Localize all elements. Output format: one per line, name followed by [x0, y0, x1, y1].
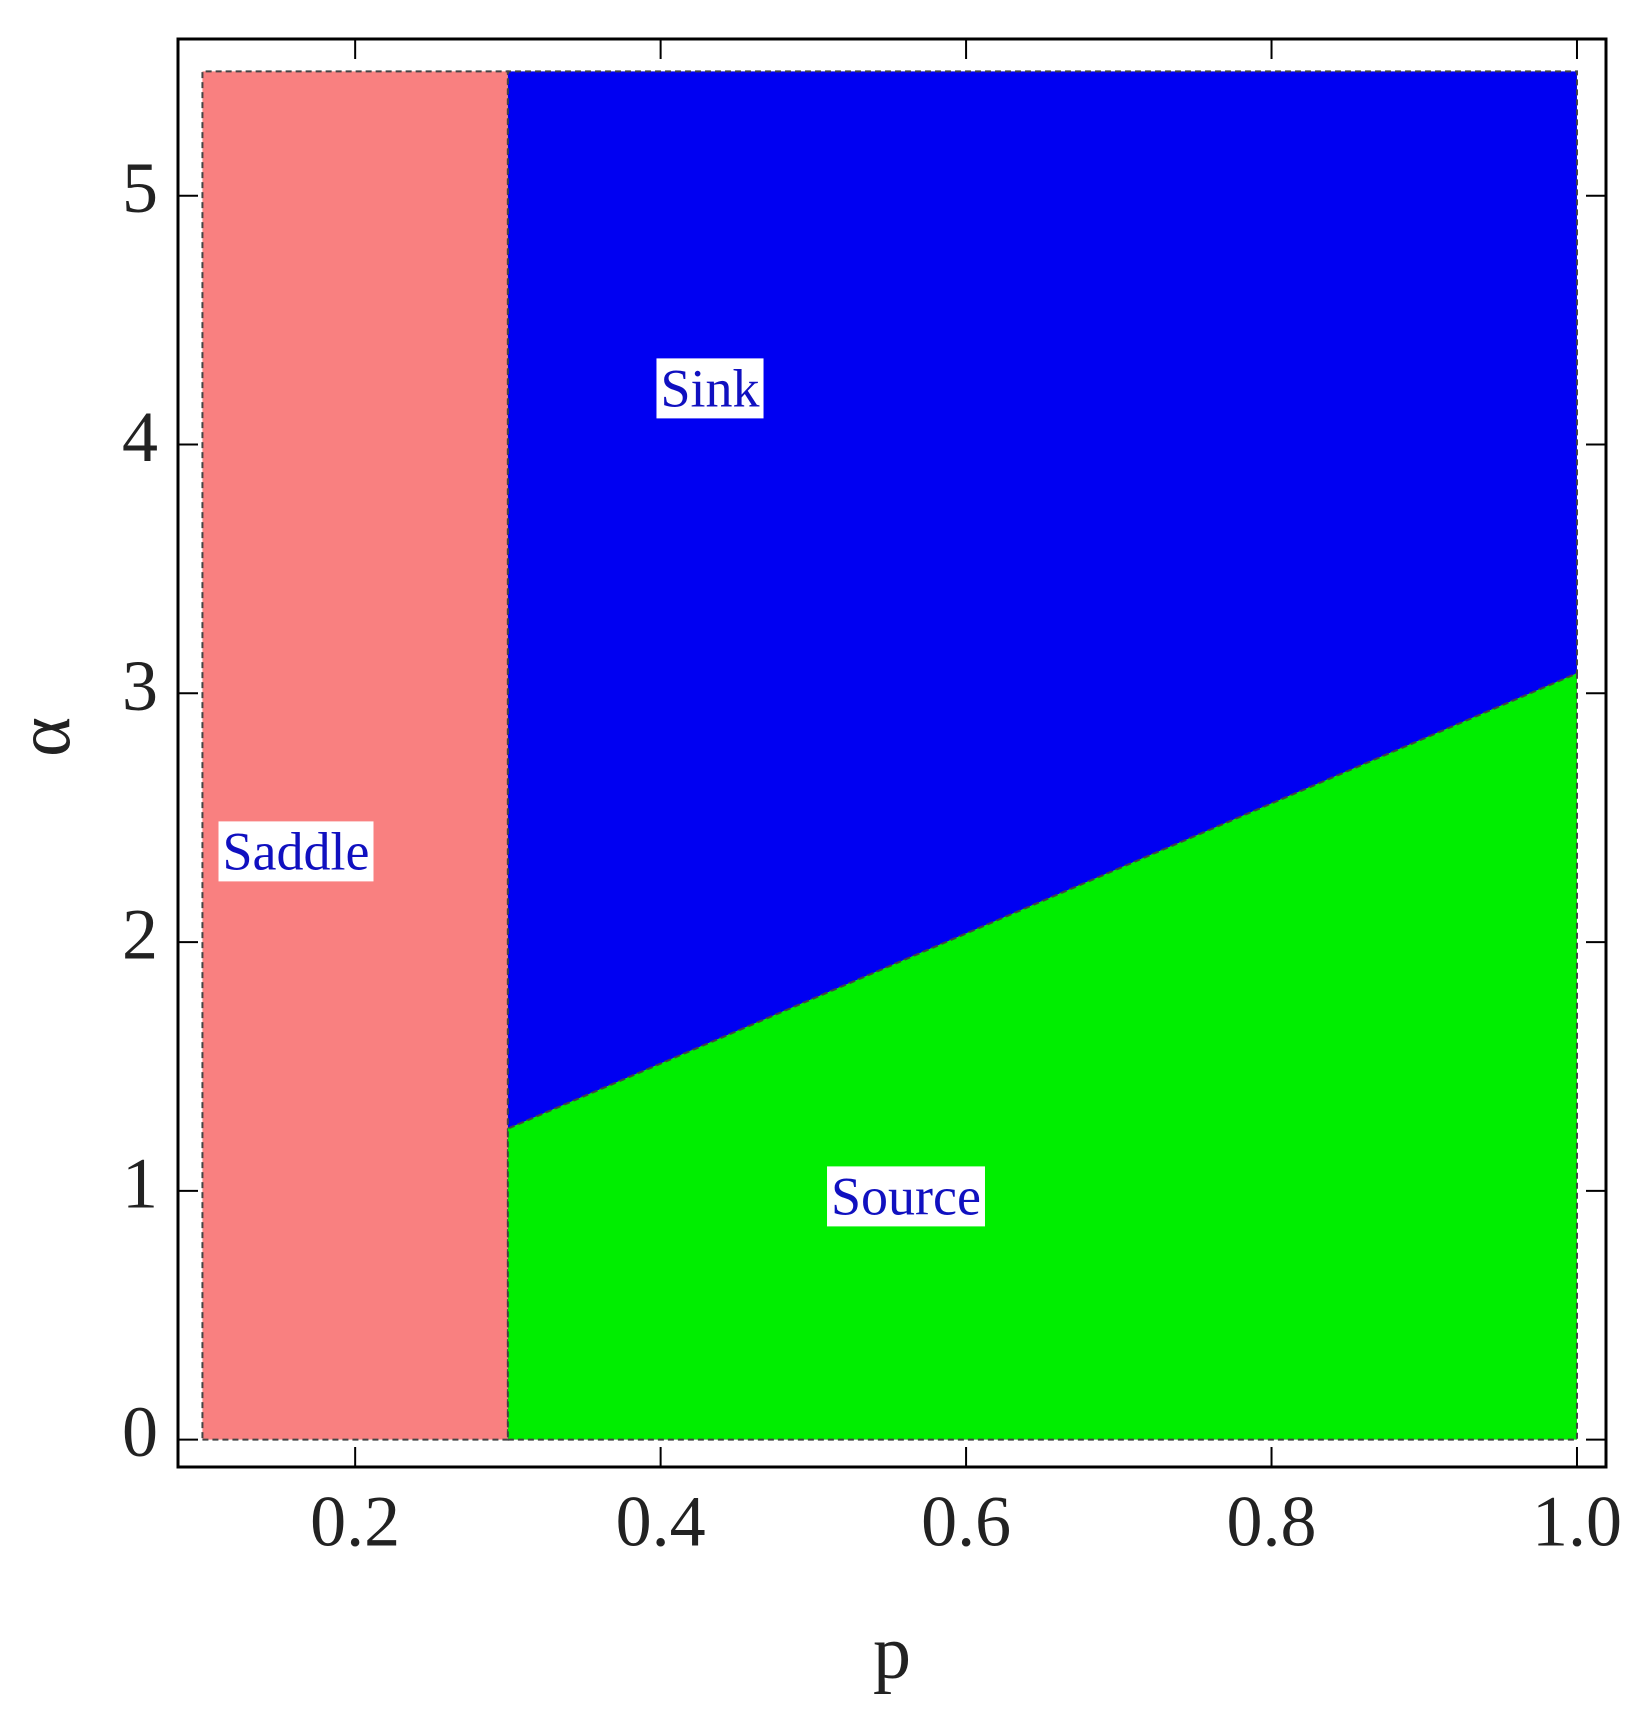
y-tick-label: 0: [122, 1392, 158, 1472]
label-background: [827, 1166, 985, 1227]
y-tick-label: 5: [122, 148, 158, 228]
y-tick-label: 1: [122, 1143, 158, 1223]
x-axis-label: p: [873, 1610, 911, 1694]
region: [506, 671, 1578, 1441]
region-label: Sink: [656, 358, 764, 419]
y-tick-label: 2: [122, 895, 158, 975]
x-tick-label: 1.0: [1532, 1482, 1622, 1562]
y-axis-label: α: [2, 717, 86, 757]
region-label-text: Sink: [660, 358, 759, 418]
region-label: Saddle: [218, 821, 374, 882]
label-background: [656, 358, 764, 419]
x-tick-label: 0.4: [616, 1482, 706, 1562]
region: [201, 70, 509, 1441]
region-label-text: Source: [831, 1166, 981, 1226]
x-tick-label: 0.6: [921, 1482, 1011, 1562]
region-label: Source: [827, 1166, 985, 1227]
y-tick-label: 4: [122, 397, 158, 477]
y-tick-label: 3: [122, 646, 158, 726]
label-background: [218, 821, 374, 882]
x-tick-label: 0.8: [1227, 1482, 1317, 1562]
x-tick-label: 0.2: [310, 1482, 400, 1562]
plot-frame: [176, 37, 1608, 1469]
region-label-text: Saddle: [223, 821, 370, 881]
